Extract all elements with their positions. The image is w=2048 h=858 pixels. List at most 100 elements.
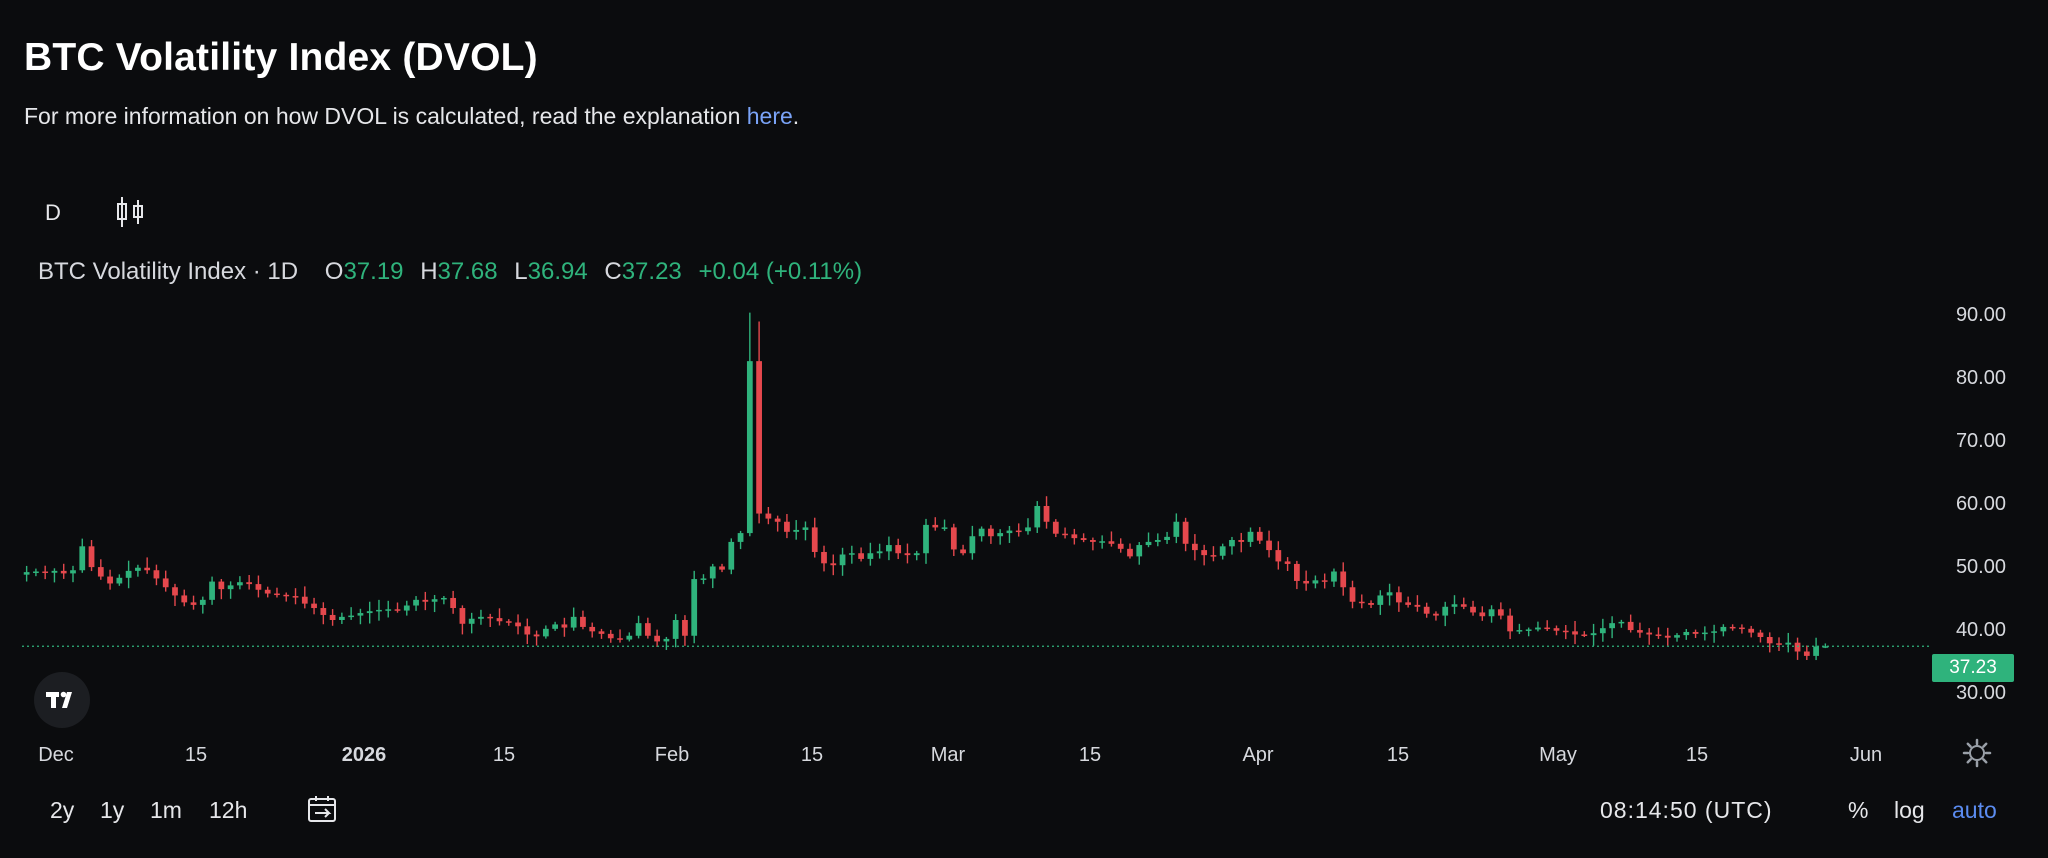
candle-body	[904, 553, 911, 556]
gear-icon[interactable]	[1962, 738, 1992, 768]
candle-body	[886, 545, 892, 552]
candle	[107, 569, 113, 590]
candlestick-icon[interactable]	[110, 192, 152, 232]
candle-body	[700, 578, 707, 580]
candle-body	[1284, 561, 1291, 564]
candle	[1803, 645, 1810, 661]
candle	[1164, 531, 1170, 544]
y-tick-label: 60.00	[1956, 493, 2006, 515]
candle-body	[274, 593, 280, 596]
candle-body	[385, 609, 392, 611]
interval-button[interactable]: D	[45, 200, 61, 225]
candle-body	[1015, 530, 1022, 533]
candle-body	[1646, 632, 1653, 635]
range-2y-button[interactable]: 2y	[50, 797, 75, 823]
candle	[329, 609, 336, 626]
candle	[691, 570, 698, 644]
candle	[932, 517, 939, 531]
candle-body	[1609, 623, 1615, 629]
y-tick-label: 80.00	[1956, 367, 2006, 389]
candle-body	[728, 541, 735, 570]
candle	[1340, 562, 1347, 596]
candle	[1247, 527, 1254, 547]
candle-body	[1034, 506, 1041, 528]
candle-body	[1776, 643, 1782, 645]
candle-body	[821, 551, 827, 564]
explanation-link[interactable]: here	[746, 103, 793, 129]
candle-body	[515, 622, 521, 627]
candle	[264, 586, 271, 598]
candle	[867, 542, 874, 566]
tradingview-logo-icon[interactable]	[34, 672, 90, 728]
candle-body	[311, 603, 317, 609]
candle	[385, 600, 392, 618]
candle-body	[450, 597, 457, 609]
candle	[626, 632, 633, 642]
x-tick-label: 2026	[342, 744, 387, 766]
legend-high-label: H	[420, 258, 438, 285]
dvol-candlestick-chart[interactable]: 90.00 80.00 70.00 60.00 50.00 40.00 30.00 Dec 15…	[0, 280, 2048, 780]
utc-clock[interactable]: 08:14:50 (UTC)	[1600, 797, 1773, 823]
candle	[765, 507, 772, 525]
candle	[394, 602, 401, 613]
candle-body	[1052, 521, 1059, 534]
page-subtitle: For more information on how DVOL is calc…	[24, 103, 799, 130]
log-scale-button[interactable]: log	[1894, 797, 1925, 823]
candle	[515, 614, 521, 635]
candle-body	[478, 616, 484, 619]
candle-body	[1433, 613, 1439, 616]
legend-open-label: O	[324, 258, 344, 285]
candle	[1386, 583, 1393, 606]
x-tick-label: 15	[493, 744, 515, 766]
candle	[1284, 557, 1291, 571]
candle-body	[1136, 545, 1143, 557]
percent-scale-button[interactable]: %	[1848, 797, 1869, 823]
candle-body	[784, 521, 790, 532]
candle	[821, 545, 827, 572]
candle-body	[1803, 651, 1810, 656]
candle-body	[459, 608, 466, 624]
candle	[181, 589, 188, 607]
candle-body	[246, 582, 253, 585]
range-1y-button[interactable]: 1y	[100, 797, 125, 823]
candle	[941, 519, 948, 531]
page-title: BTC Volatility Index (DVOL)	[24, 36, 538, 79]
candle	[1711, 624, 1717, 643]
candle	[478, 609, 484, 625]
candle	[997, 529, 1004, 545]
candle	[904, 543, 911, 564]
candle-body	[88, 546, 95, 568]
candle-body	[1312, 580, 1319, 584]
candle	[876, 543, 883, 559]
candle-body	[1303, 580, 1310, 584]
range-12h-button[interactable]: 12h	[209, 797, 248, 823]
candle	[1451, 595, 1458, 615]
y-tick-label: 70.00	[1956, 430, 2006, 452]
range-1m-button[interactable]: 1m	[150, 797, 182, 823]
candle	[1117, 538, 1124, 553]
candle	[1739, 624, 1745, 634]
candle-body	[1321, 580, 1328, 582]
auto-scale-button[interactable]: auto	[1952, 797, 1997, 823]
legend-change-value: +0.04 (+0.11%)	[698, 258, 863, 285]
candle	[598, 628, 605, 639]
candle-body	[1655, 634, 1662, 636]
candle	[218, 578, 225, 600]
candle-body	[1293, 563, 1300, 581]
candle	[1748, 625, 1755, 638]
candle-body	[376, 609, 382, 612]
y-tick-label: 40.00	[1956, 619, 2006, 641]
calendar-goto-icon[interactable]	[306, 794, 340, 826]
candle	[366, 601, 373, 624]
candle	[88, 540, 95, 572]
candle-body	[1423, 606, 1430, 614]
candle	[1321, 573, 1328, 589]
x-tick-label: 15	[1686, 744, 1708, 766]
subtitle-text: For more information on how DVOL is calc…	[24, 103, 747, 129]
candle	[422, 591, 429, 611]
candle	[1043, 496, 1050, 529]
candle	[1025, 518, 1031, 535]
candle	[1544, 620, 1551, 631]
candle	[1090, 537, 1096, 551]
candle	[1460, 597, 1467, 610]
